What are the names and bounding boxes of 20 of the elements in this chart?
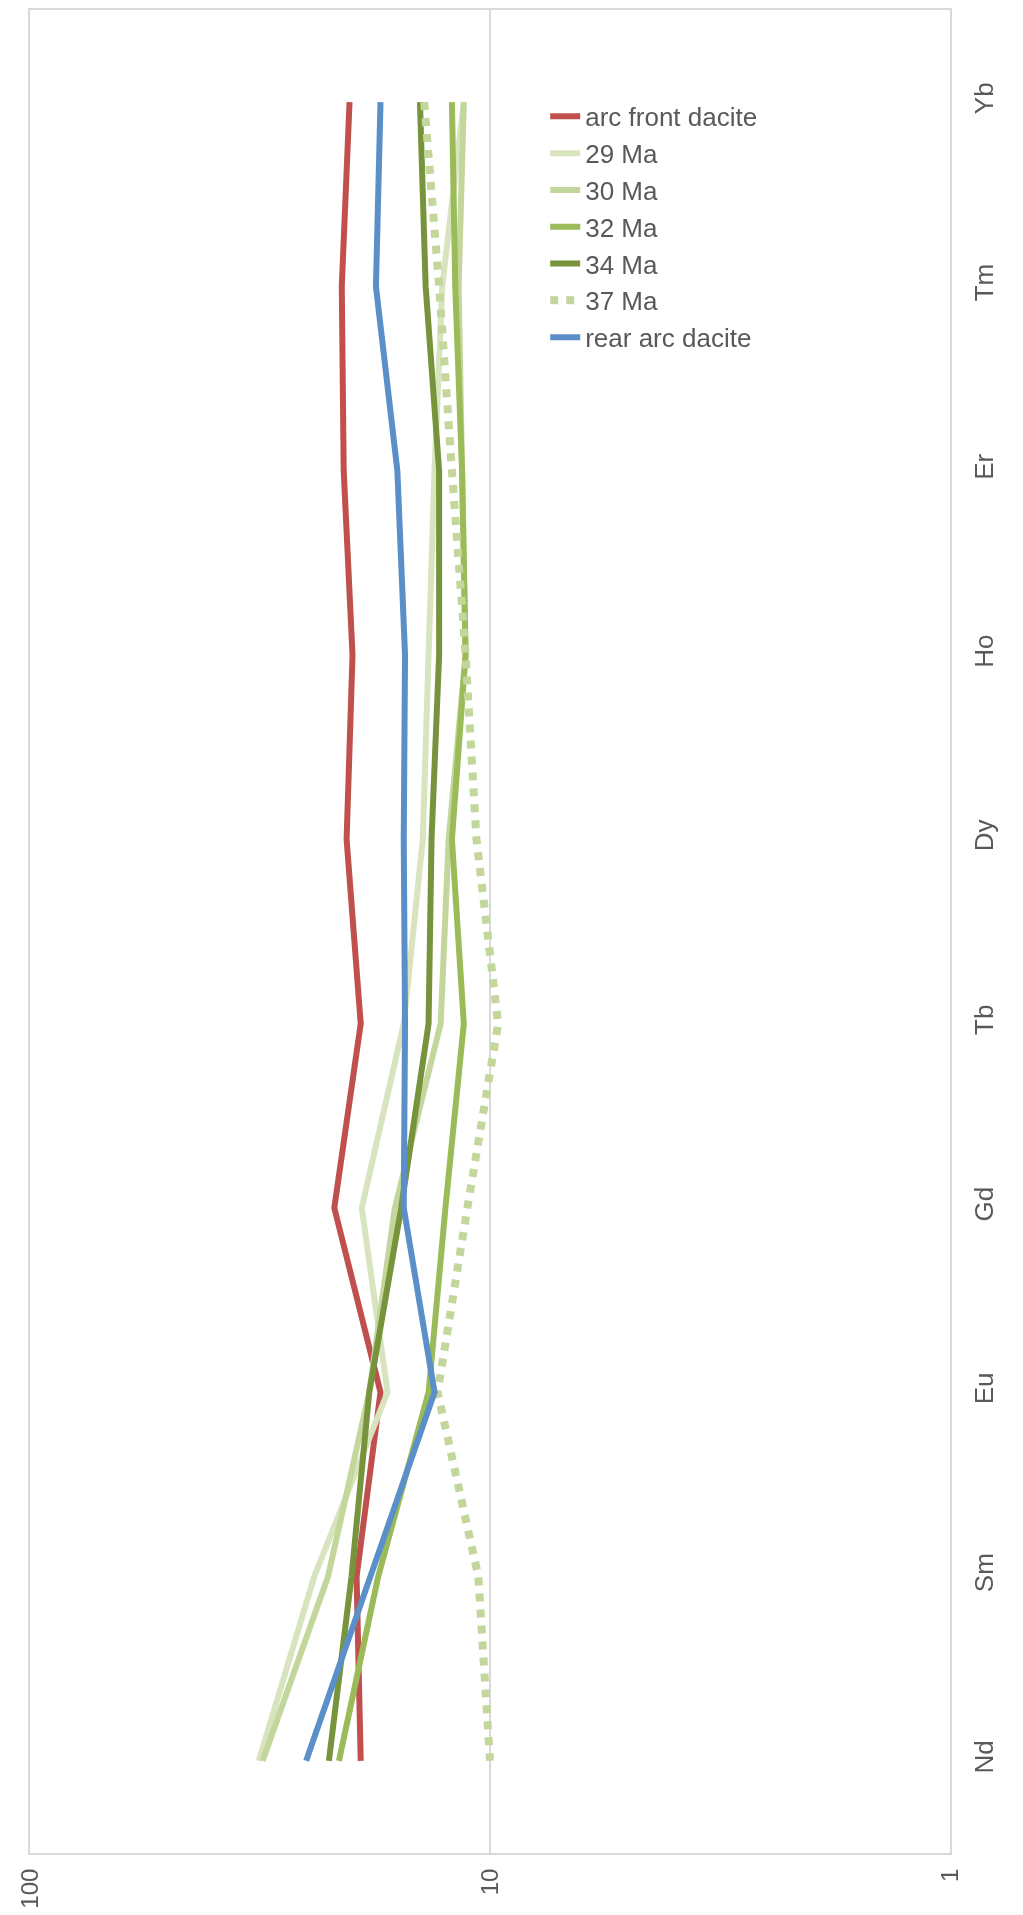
y-tick-label: Nd	[969, 1740, 1000, 1774]
legend-label: 37 Ma	[585, 286, 658, 317]
y-tick-label: Tm	[969, 263, 1000, 302]
legend-label: 29 Ma	[585, 139, 658, 170]
legend-label: arc front dacite	[585, 102, 758, 133]
legend-label: rear arc dacite	[585, 323, 752, 354]
y-tick-label: Ho	[969, 634, 1000, 668]
x-tick-label: 10	[475, 1868, 503, 1896]
y-tick-label: Gd	[969, 1186, 1000, 1222]
y-tick-label: Eu	[969, 1372, 1000, 1405]
legend-label: 30 Ma	[585, 176, 658, 207]
y-tick-label: Dy	[969, 819, 1000, 852]
legend-label: 34 Ma	[585, 249, 658, 280]
y-tick-label: Er	[969, 453, 1000, 480]
y-tick-label: Yb	[969, 82, 1000, 115]
y-tick-label: Sm	[969, 1553, 1000, 1593]
x-tick-label: 100	[15, 1868, 43, 1909]
legend-label: 32 Ma	[585, 212, 658, 243]
x-tick-label: 1	[935, 1868, 963, 1882]
y-tick-label: Tb	[969, 1004, 1000, 1035]
